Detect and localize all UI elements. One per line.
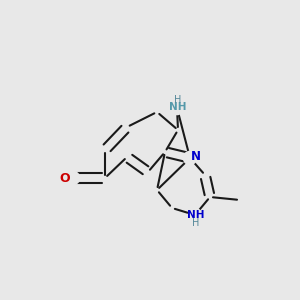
Text: H: H bbox=[192, 218, 199, 227]
Text: NH: NH bbox=[169, 102, 187, 112]
Text: NH: NH bbox=[187, 210, 204, 220]
Circle shape bbox=[170, 101, 184, 115]
Text: H: H bbox=[174, 94, 181, 105]
Circle shape bbox=[183, 152, 196, 165]
Circle shape bbox=[188, 208, 202, 222]
Text: O: O bbox=[59, 172, 70, 184]
Circle shape bbox=[66, 171, 80, 184]
Text: N: N bbox=[191, 150, 201, 163]
